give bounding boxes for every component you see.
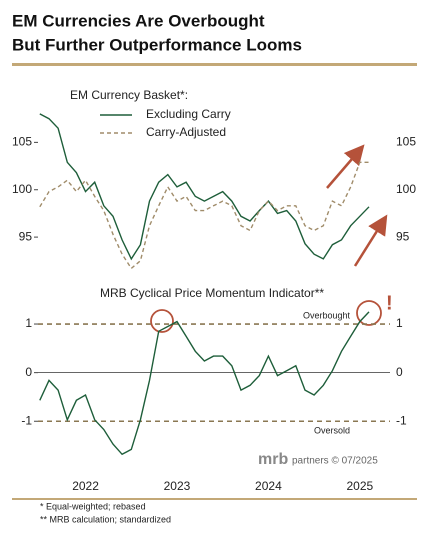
y2-tick-label: 0 — [396, 365, 403, 379]
y-tick-label: 105 — [12, 135, 32, 149]
series-line — [39, 311, 370, 456]
highlight-circle — [150, 309, 174, 333]
legend-title: EM Currency Basket*: — [70, 88, 188, 102]
y2-tick-label: 95 — [396, 229, 410, 243]
header-rule — [12, 63, 417, 66]
x-tick-label: 2023 — [164, 479, 191, 493]
x-tick-label: 2024 — [255, 479, 282, 493]
y2-tick-label: -1 — [396, 413, 407, 427]
title-line: EM Currencies Are Overbought — [12, 11, 265, 30]
source: partners © 07/2025 — [292, 456, 378, 467]
series-line — [39, 161, 369, 270]
y2-tick-label: 105 — [396, 135, 416, 149]
title-line: But Further Outperformance Looms — [12, 35, 302, 54]
legend-label: Carry-Adjusted — [146, 125, 226, 139]
reference-label: Overbought — [303, 310, 351, 320]
footnote: * Equal-weighted; rebased — [40, 501, 146, 511]
y-tick-label: 0 — [25, 365, 32, 379]
y2-tick-label: 1 — [396, 316, 403, 330]
footer-rule — [12, 498, 417, 500]
legend-label: Excluding Carry — [146, 107, 231, 121]
panel-title: MRB Cyclical Price Momentum Indicator** — [100, 286, 324, 300]
y-tick-label: 95 — [19, 229, 33, 243]
series-line — [39, 113, 370, 261]
logo: mrb — [258, 451, 288, 468]
y-tick-label: 1 — [25, 316, 32, 330]
y2-tick-label: 100 — [396, 182, 416, 196]
x-tick-label: 2022 — [72, 479, 99, 493]
y-tick-label: 100 — [12, 182, 32, 196]
alert-mark: ! — [386, 292, 393, 314]
footnote: ** MRB calculation; standardized — [40, 514, 171, 524]
highlight-circle — [356, 300, 382, 326]
y-tick-label: -1 — [21, 413, 32, 427]
arrow — [353, 214, 388, 267]
reference-label: Oversold — [314, 426, 350, 436]
arrow — [326, 144, 365, 189]
x-tick-label: 2025 — [346, 479, 373, 493]
